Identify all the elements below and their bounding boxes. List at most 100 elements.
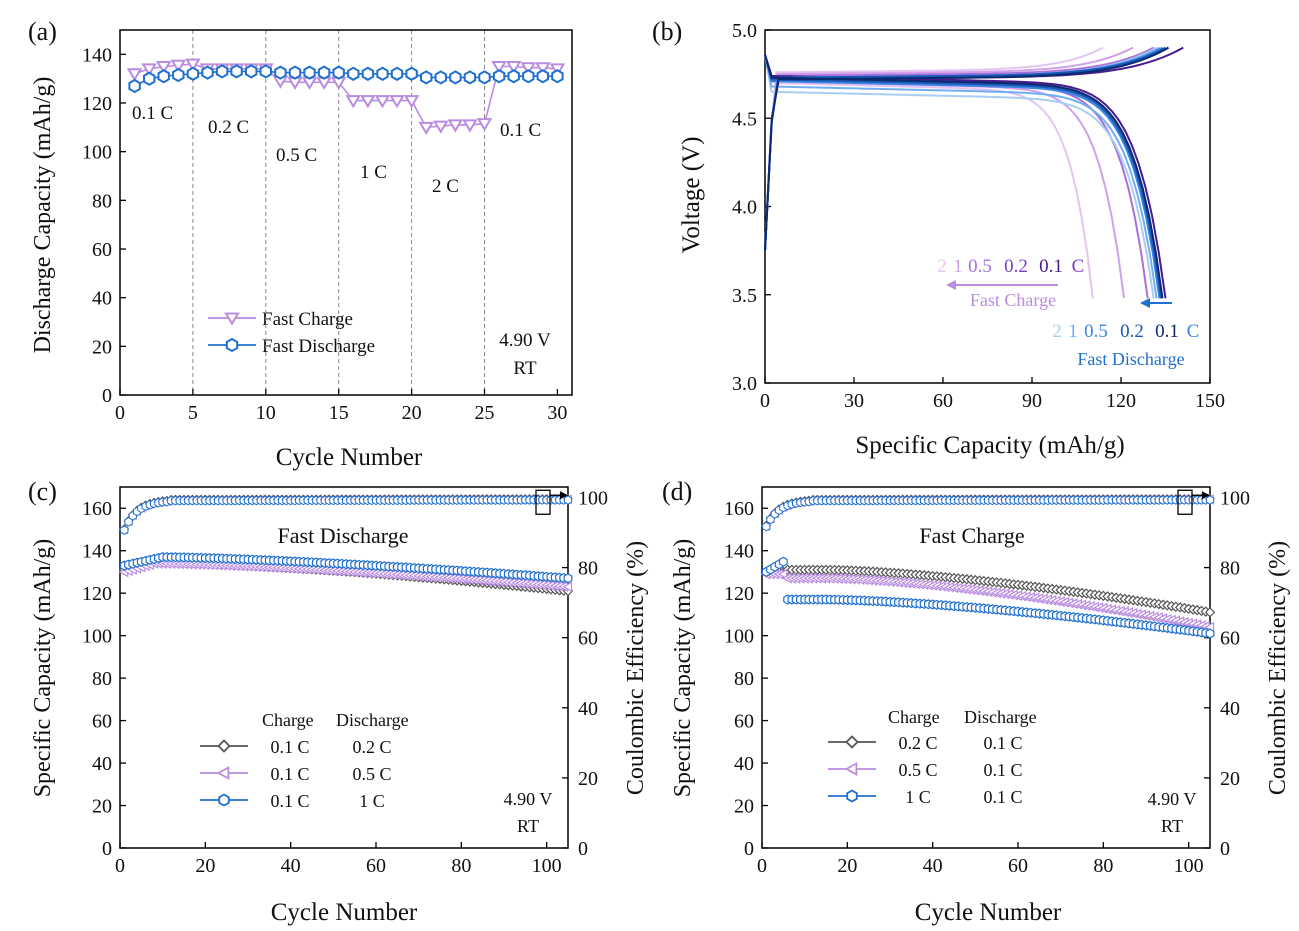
panel-b-discharge-label: Fast Discharge — [1077, 349, 1184, 369]
panel-d-title: Fast Charge — [919, 523, 1024, 548]
panel-c-legend-head-charge: Charge — [262, 710, 314, 730]
panel-c-legend-head-discharge: Discharge — [336, 710, 409, 730]
panel-a-data-point — [420, 70, 433, 85]
panel-c-y2-tick-label: 20 — [578, 768, 598, 790]
panel-a: (a) Discharge Capacity (mAh/g) Cycle Num… — [28, 17, 573, 471]
panel-d-ylabel-right: Coulombic Efficiency (%) — [1265, 541, 1291, 795]
panel-d-legend-marker — [846, 789, 858, 803]
panel-b-charge-rates: 2 1 0.5 0.2 0.1 C — [937, 256, 1084, 277]
panel-a-x-tick-label: 5 — [188, 402, 198, 424]
panel-c-y2-tick-label: 80 — [578, 558, 598, 580]
panel-a-y-tick-label: 40 — [92, 288, 112, 310]
panel-b-discharge-rates: 2 1 0.5 0.2 0.1 C — [1052, 321, 1199, 342]
panel-a-data-point — [433, 120, 449, 134]
panel-a-y-tick-label: 0 — [102, 385, 112, 407]
panel-a-data-point — [141, 63, 157, 77]
panel-a-data-point — [215, 64, 229, 79]
panel-a-data-point — [462, 119, 478, 133]
panel-b-charge-arrowhead — [946, 280, 956, 290]
panel-a-data-point — [447, 119, 464, 133]
panel-c-voltage: 4.90 V — [504, 789, 553, 809]
panel-b-charge-rate: 2 — [937, 256, 947, 277]
panel-b-discharge-rate: 0.5 — [1084, 321, 1108, 342]
panel-d-y2-tick-label: 60 — [1220, 628, 1240, 650]
panel-d-x-tick-label: 40 — [923, 855, 943, 877]
panel-a-data-point — [170, 59, 187, 73]
panel-d-y-tick-label: 120 — [724, 583, 754, 605]
panel-c: (c) Specific Capacity (mAh/g) Coulombic … — [28, 477, 649, 926]
panel-a-x-tick-label: 25 — [475, 402, 495, 424]
panel-a-y-tick-label: 140 — [82, 44, 112, 66]
panel-a-data-point — [317, 65, 331, 80]
panel-b-charge-curve — [764, 46, 1155, 251]
panel-c-y-tick-label: 120 — [82, 583, 112, 605]
panel-b-charge-curve — [764, 46, 1134, 251]
panel-a-rate-label: 0.5 C — [276, 145, 317, 166]
panel-c-efficiency-point — [563, 495, 573, 505]
panel-d-legend-marker — [845, 735, 859, 749]
panel-b-y-tick-label: 4.0 — [732, 197, 757, 219]
panel-a-rate-label: 0.2 C — [208, 117, 249, 138]
panel-b-charge-curve — [764, 46, 1166, 251]
panel-a-data-point — [551, 69, 564, 84]
panel-b-discharge-curve — [764, 54, 1094, 299]
panel-d-label: (d) — [662, 477, 692, 506]
panel-b-discharge-rate: 0.2 — [1120, 321, 1144, 342]
panel-b-charge-rate: 0.1 — [1039, 256, 1063, 277]
panel-c-legend-charge-3: 0.1 C — [270, 791, 309, 811]
panel-a-x-tick-label: 10 — [256, 402, 276, 424]
panel-c-plot-frame — [119, 486, 569, 849]
panel-d-legend-marker — [844, 761, 858, 777]
panel-a-x-tick-label: 30 — [547, 402, 567, 424]
panel-b-y-tick-label: 3.5 — [732, 285, 757, 307]
panel-d-x-tick-label: 100 — [1174, 855, 1204, 877]
panel-a-data-point — [172, 67, 185, 83]
panel-c-y-tick-label: 160 — [82, 498, 112, 520]
panel-c-y-tick-label: 0 — [102, 838, 112, 860]
panel-b-discharge-rate: C — [1187, 321, 1200, 342]
panel-c-y2-tick-label: 0 — [578, 838, 588, 860]
panel-d-efficiency-point — [1205, 495, 1215, 505]
panel-a-x-tick-label: 20 — [402, 402, 422, 424]
panel-d-legend-discharge-1: 0.1 C — [983, 733, 1022, 753]
panel-a-data-point — [185, 58, 201, 72]
panel-d-y-tick-label: 20 — [734, 796, 754, 818]
panel-b-discharge-curve — [764, 54, 1155, 299]
panel-a-label: (a) — [28, 17, 57, 46]
panel-b-charge-rate: 1 — [953, 256, 963, 277]
panel-c-xlabel: Cycle Number — [271, 899, 418, 926]
panel-a-data-point — [505, 61, 522, 75]
panel-a-data-point — [405, 66, 418, 81]
panel-b-charge-curve — [764, 46, 1104, 251]
panel-d-y-tick-label: 160 — [724, 498, 754, 520]
panel-d-legend-discharge-2: 0.1 C — [983, 760, 1022, 780]
panel-a-y-tick-label: 60 — [92, 239, 112, 261]
panel-d-x-tick-label: 60 — [1008, 855, 1028, 877]
panel-c-legend-marker — [218, 793, 230, 807]
panel-a-data-point — [347, 66, 360, 81]
panel-a-data-point — [143, 71, 156, 86]
panel-a-data-point — [245, 64, 258, 79]
panel-a-data-point — [230, 64, 243, 79]
panel-b-x-tick-label: 120 — [1106, 390, 1136, 412]
panel-b: (b) Voltage (V) Specific Capacity (mAh/g… — [652, 17, 1225, 459]
panel-d-y-tick-label: 80 — [734, 668, 754, 690]
panel-a-data-point — [274, 65, 287, 80]
panel-a-data-point — [522, 69, 535, 84]
panel-a-legend-marker — [224, 312, 240, 326]
panel-b-discharge-curve — [764, 54, 1161, 299]
panel-b-discharge-rate: 2 — [1052, 321, 1062, 342]
panel-a-ylabel: Discharge Capacity (mAh/g) — [30, 77, 56, 354]
panel-d-temp: RT — [1161, 816, 1183, 836]
panel-a-data-point — [155, 61, 172, 75]
panel-d-y2-tick-label: 20 — [1220, 768, 1240, 790]
panel-c-ylabel: Specific Capacity (mAh/g) — [30, 539, 56, 798]
panel-a-data-point — [535, 62, 551, 76]
panel-a-voltage: 4.90 V — [499, 330, 551, 351]
panel-d-y-tick-label: 140 — [724, 541, 754, 563]
panel-a-data-point — [186, 66, 200, 81]
panel-b-x-tick-label: 0 — [760, 390, 770, 412]
panel-c-x-tick-label: 20 — [195, 855, 215, 877]
panel-a-data-point — [418, 121, 434, 136]
panel-a-data-point — [390, 66, 404, 81]
